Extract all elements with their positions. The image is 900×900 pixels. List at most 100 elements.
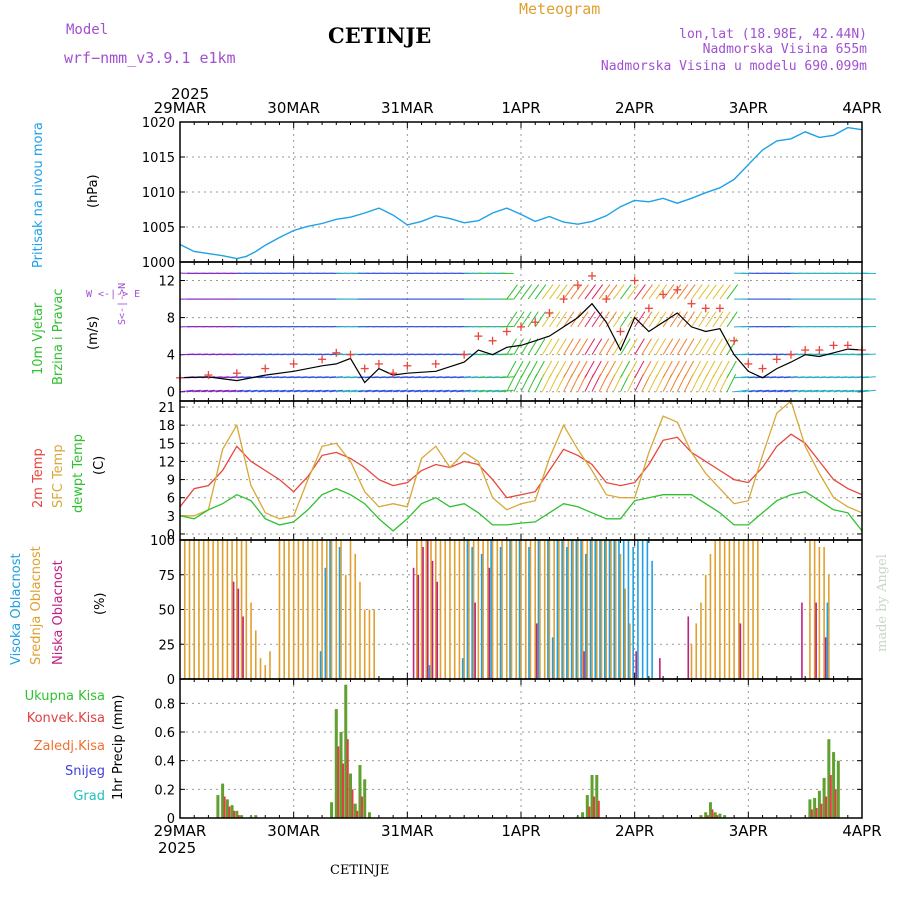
pressure-line: [179, 126, 863, 260]
wind-arrow: [726, 373, 737, 392]
wind-arrow: [634, 338, 645, 355]
wind-arrow: [400, 389, 415, 393]
wind-arrow: [840, 389, 855, 393]
wind-arrow: [464, 389, 478, 393]
wind-direction-legend: S<-|->N: [117, 283, 128, 325]
precip-bar: [237, 815, 240, 818]
wind-unit: (m/s): [86, 316, 101, 350]
wind-arrow: [662, 284, 675, 300]
wind-arrow: [826, 389, 841, 393]
wind-arrow: [492, 389, 507, 393]
x-tick-label-top: 30MAR: [267, 99, 320, 117]
wind-arrow: [556, 338, 567, 355]
wind-arrow: [485, 376, 500, 379]
wind-arrow: [201, 389, 216, 393]
precip-bar: [358, 764, 362, 818]
wind-arrow: [322, 389, 336, 393]
wind-arrow: [833, 376, 848, 379]
wind-arrow: [293, 376, 308, 379]
wind-ylabel-2: Brzina i Pravac: [51, 288, 66, 385]
wind-arrow: [421, 376, 436, 379]
wind-arrow: [442, 389, 457, 393]
wind-speed-line: [179, 302, 863, 384]
y-tick-label: 1000: [142, 256, 175, 271]
wind-arrow: [698, 311, 710, 328]
wind-arrow: [719, 360, 730, 379]
wind-arrow: [357, 389, 372, 393]
y-tick-label: 25: [158, 638, 175, 653]
wind-arrow: [634, 284, 646, 300]
wind-arrow: [598, 338, 610, 355]
wind-arrow: [584, 284, 597, 300]
precip-bar: [590, 775, 594, 818]
y-tick-label: 0: [167, 812, 175, 827]
wind-arrow: [563, 338, 574, 355]
wind-arrow: [641, 338, 652, 355]
precip-bar: [822, 777, 826, 818]
wind-arrow: [435, 376, 450, 379]
wind-arrow: [577, 360, 588, 379]
wind-arrow: [534, 338, 546, 355]
wind-arrow: [648, 360, 659, 379]
temp-unit: (C): [92, 456, 107, 475]
wind-arrow: [798, 389, 812, 393]
precip-bar: [360, 796, 363, 818]
y-tick-label: 0: [167, 386, 175, 401]
wind-arrow: [612, 311, 625, 328]
precip-bar: [581, 812, 585, 818]
wind-arrow: [499, 389, 514, 393]
wind-arrow: [307, 376, 322, 379]
y-tick-label: 21: [158, 401, 175, 416]
precip-bar: [330, 802, 334, 818]
wind-arrow: [584, 338, 596, 355]
wind-arrow: [478, 376, 493, 379]
y-tick-label: 50: [158, 604, 175, 619]
wind-arrow: [322, 376, 336, 379]
wind-arrow: [655, 338, 667, 355]
precip-bar: [353, 803, 357, 818]
wind-arrow: [442, 376, 457, 379]
model-name: wrf−nmm_v3.9.1 e1km: [64, 49, 236, 67]
model-label: Model: [66, 22, 108, 38]
wind-arrow: [648, 311, 660, 328]
wind-arrow: [513, 338, 525, 355]
y-tick-label: 0.4: [154, 755, 175, 770]
wind-arrow: [577, 311, 589, 328]
wind-arrow: [577, 338, 589, 355]
station-coords: lon,lat (18.98E, 42.44N): [679, 27, 867, 42]
wind-arrow: [548, 284, 561, 300]
wind-arrow: [364, 389, 379, 393]
wind-arrow: [861, 389, 876, 393]
wind-arrow: [691, 284, 703, 300]
wind-arrow: [776, 376, 791, 379]
precip-legend-snow: Snijeg: [65, 764, 105, 779]
wind-arrow: [676, 338, 688, 355]
wind-arrow: [279, 389, 294, 393]
precip-bar: [813, 797, 817, 818]
wind-arrow: [612, 360, 624, 379]
precip-legend-grad: Grad: [73, 789, 105, 804]
wind-arrow: [428, 389, 443, 393]
y-tick-label: 75: [158, 569, 175, 584]
wind-arrow: [676, 284, 689, 300]
wind-arrow: [641, 360, 652, 379]
wind-arrow: [648, 338, 660, 355]
precip-legend-frozen: Zaledj.Kisa: [34, 739, 105, 754]
wind-arrow: [698, 284, 710, 300]
wind-arrow: [329, 376, 344, 379]
wind-arrow: [400, 376, 415, 379]
wind-arrow: [520, 360, 531, 379]
wind-arrow: [683, 360, 695, 379]
wind-arrow: [457, 376, 471, 379]
y-tick-label: 0.6: [154, 726, 175, 741]
wind-arrow: [541, 311, 554, 328]
temp2m-ylabel: 2m Temp: [31, 448, 46, 508]
wind-arrow: [414, 389, 429, 393]
wind-arrow: [314, 389, 329, 393]
wind-arrow: [556, 284, 568, 300]
wind-arrow: [669, 360, 680, 379]
wind-arrow: [457, 389, 471, 393]
precip-bar: [230, 805, 234, 818]
wind-arrow: [492, 376, 507, 379]
